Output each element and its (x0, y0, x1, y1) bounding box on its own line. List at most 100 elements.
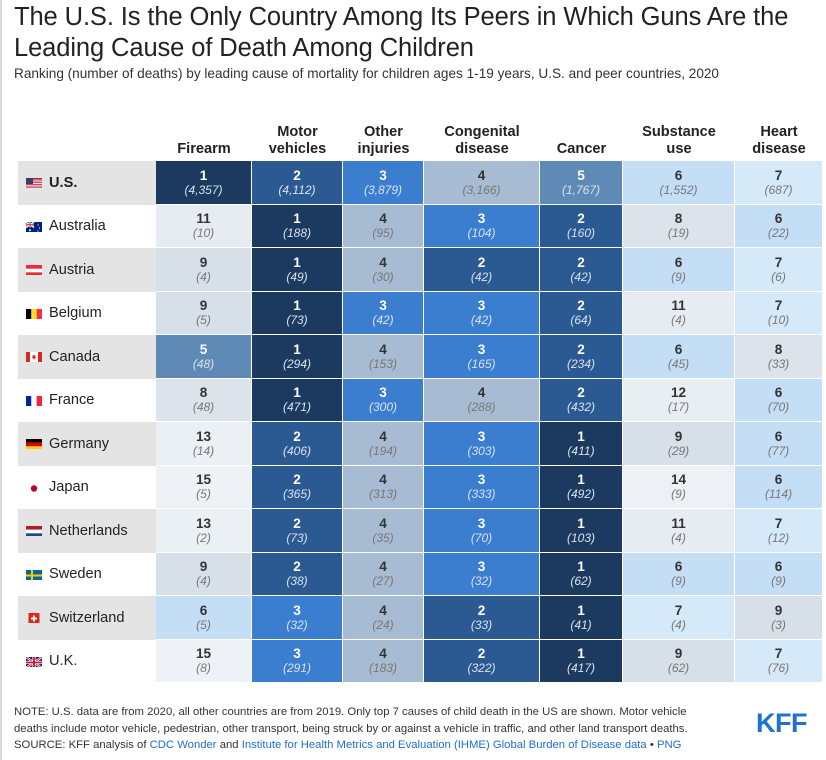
cell-deaths: (288) (467, 400, 496, 415)
chart-subtitle: Ranking (number of deaths) by leading ca… (14, 66, 719, 81)
cell-deaths: (62) (570, 574, 592, 589)
table-cell: 3 (70) (424, 509, 539, 552)
cell-rank: 9 (674, 646, 683, 662)
source-separator: • (646, 739, 657, 751)
column-header: Other injuries (343, 118, 424, 158)
cell-rank: 9 (199, 298, 208, 314)
cell-deaths: (9) (671, 269, 686, 284)
cell-deaths: (29) (667, 443, 690, 458)
column-header: Firearm (156, 118, 252, 158)
cell-rank: 4 (477, 385, 486, 401)
kff-logo[interactable]: KFF (756, 708, 807, 738)
cell-rank: 7 (674, 602, 683, 618)
table-cell: 4 (288) (424, 378, 539, 421)
cell-deaths: (4,112) (278, 182, 316, 197)
source-line: SOURCE: KFF analysis of CDC Wonder and I… (14, 737, 734, 754)
cell-deaths: (4) (671, 617, 686, 632)
cell-deaths: (22) (767, 226, 790, 241)
table-cell: 6 (9) (735, 552, 822, 595)
cell-deaths: (2) (196, 530, 211, 545)
cell-rank: 1 (577, 472, 585, 488)
table-cell: 2 (4,112) (252, 161, 342, 204)
table-cell: 2 (234) (540, 335, 622, 378)
table-cell: 3 (165) (424, 335, 539, 378)
table-cell: 9 (5) (156, 291, 251, 334)
country-name: France (49, 392, 95, 409)
country-label: Germany (18, 422, 109, 466)
table-cell: 7 (687) (735, 161, 822, 204)
cell-deaths: (73) (286, 313, 308, 328)
country-name: Netherlands (49, 522, 128, 539)
cell-rank: 3 (477, 428, 486, 444)
table-cell: 4 (183) (343, 639, 423, 682)
cell-deaths: (42) (570, 269, 592, 284)
country-label: Japan (18, 466, 89, 510)
country-label: France (18, 379, 94, 423)
ihme-link[interactable]: Institute for Health Metrics and Evaluat… (241, 739, 647, 751)
table-cell: 1 (73) (252, 291, 342, 334)
cell-rank: 6 (674, 341, 683, 357)
table-cell: 3 (32) (252, 596, 342, 639)
table-cell: 6 (77) (735, 422, 822, 465)
column-header-line2: disease (455, 141, 509, 157)
table-cell: 6 (45) (623, 335, 734, 378)
cell-rank: 4 (379, 646, 387, 662)
table-cell: 4 (313) (343, 465, 423, 508)
cell-deaths: (300) (368, 400, 397, 415)
cell-rank: 4 (379, 602, 387, 618)
cell-deaths: (194) (368, 443, 397, 458)
cell-deaths: (471) (282, 400, 311, 415)
country-name: U.K. (49, 653, 78, 670)
cell-rank: 11 (196, 211, 211, 227)
cell-deaths: (291) (282, 661, 311, 676)
cell-deaths: (294) (282, 356, 311, 371)
cell-rank: 1 (293, 298, 301, 314)
table-cell: 9 (62) (623, 639, 734, 682)
cell-rank: 12 (670, 385, 687, 401)
cdc-wonder-link[interactable]: CDC Wonder (149, 739, 217, 751)
country-name: Belgium (49, 305, 102, 322)
cell-rank: 6 (774, 472, 783, 488)
cell-deaths: (42) (470, 313, 493, 328)
cell-rank: 9 (199, 559, 208, 575)
table-cell: 2 (42) (424, 248, 539, 291)
cell-deaths: (411) (567, 443, 595, 458)
cell-deaths: (160) (566, 226, 595, 241)
cell-rank: 13 (195, 515, 212, 531)
table-cell: 2 (406) (252, 422, 342, 465)
table-cell: 9 (3) (735, 596, 822, 639)
table-cell: 11 (4) (623, 509, 734, 552)
cell-deaths: (45) (667, 356, 690, 371)
cell-rank: 2 (477, 254, 486, 270)
country-label: Belgium (18, 292, 102, 336)
table-cell: 2 (38) (252, 552, 342, 595)
cell-deaths: (10) (192, 226, 215, 241)
cell-rank: 4 (379, 211, 387, 227)
country-label: Switzerland (18, 596, 124, 640)
cell-deaths: (27) (372, 574, 394, 589)
country-name: Canada (49, 348, 101, 365)
country-name: U.S. (49, 174, 78, 191)
country-label: U.S. (18, 161, 77, 205)
table-cell: 1 (294) (252, 335, 342, 378)
cell-deaths: (5) (196, 617, 211, 632)
cell-deaths: (4) (196, 269, 211, 284)
cell-deaths: (38) (286, 574, 308, 589)
column-header-line2: disease (752, 141, 806, 157)
cell-rank: 8 (674, 211, 683, 227)
cell-rank: 8 (199, 385, 208, 401)
table-cell: 2 (432) (540, 378, 622, 421)
table-cell: 4 (27) (343, 552, 423, 595)
cell-rank: 6 (674, 167, 683, 183)
png-download-link[interactable]: PNG (656, 739, 682, 751)
cell-deaths: (48) (192, 356, 215, 371)
cell-rank: 7 (774, 254, 783, 270)
cell-rank: 11 (671, 515, 686, 531)
table-cell: 15 (8) (156, 639, 251, 682)
table-cell: 3 (291) (252, 639, 342, 682)
country-name: Australia (49, 218, 106, 235)
country-name: Austria (49, 261, 95, 278)
cell-rank: 1 (293, 254, 301, 270)
cell-deaths: (19) (667, 226, 690, 241)
column-header-line2: vehicles (268, 141, 327, 157)
